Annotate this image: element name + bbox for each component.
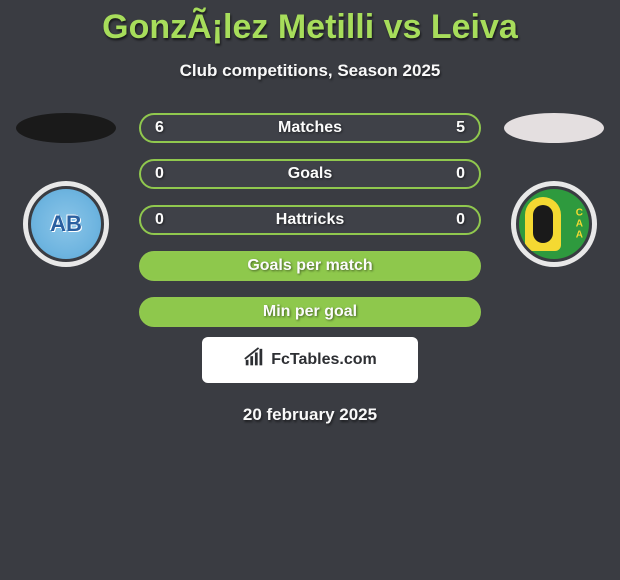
stat-label: Goals	[288, 165, 332, 183]
brand-label: FcTables.com	[271, 351, 377, 369]
left-club-logo-inner: AB	[31, 189, 101, 259]
stat-label: Min per goal	[263, 303, 357, 321]
right-side: CAA	[499, 113, 609, 267]
right-club-short: CAA	[576, 208, 583, 241]
brand-box[interactable]: FcTables.com	[202, 337, 418, 383]
stat-right-value: 5	[456, 119, 465, 137]
stat-label: Hattricks	[276, 211, 344, 229]
comparison-card: GonzÃ¡lez Metilli vs Leiva Club competit…	[0, 0, 620, 425]
date-label: 20 february 2025	[0, 405, 620, 425]
left-side: AB	[11, 113, 121, 267]
page-title: GonzÃ¡lez Metilli vs Leiva	[0, 8, 620, 47]
stat-row-min-per-goal: Min per goal	[139, 297, 481, 327]
stat-label: Goals per match	[247, 257, 372, 275]
stat-right-value: 0	[456, 165, 465, 183]
stats-column: 6 Matches 5 0 Goals 0 0 Hattricks 0 Goals per mat…	[139, 113, 481, 327]
stat-left-value: 6	[155, 119, 164, 137]
right-club-logo-inner: CAA	[519, 189, 589, 259]
left-club-logo: AB	[23, 181, 109, 267]
stat-row-hattricks: 0 Hattricks 0	[139, 205, 481, 235]
stat-row-goals: 0 Goals 0	[139, 159, 481, 189]
stat-left-value: 0	[155, 165, 164, 183]
main-row: AB 6 Matches 5 0 Goals 0 0 Hattricks 0 Goals per …	[0, 113, 620, 327]
stat-row-matches: 6 Matches 5	[139, 113, 481, 143]
right-club-logo: CAA	[511, 181, 597, 267]
left-player-oval	[16, 113, 116, 143]
stat-left-value: 0	[155, 211, 164, 229]
right-player-oval	[504, 113, 604, 143]
stat-label: Matches	[278, 119, 342, 137]
stat-right-value: 0	[456, 211, 465, 229]
page-subtitle: Club competitions, Season 2025	[0, 61, 620, 81]
stat-row-goals-per-match: Goals per match	[139, 251, 481, 281]
chart-icon	[243, 347, 265, 374]
